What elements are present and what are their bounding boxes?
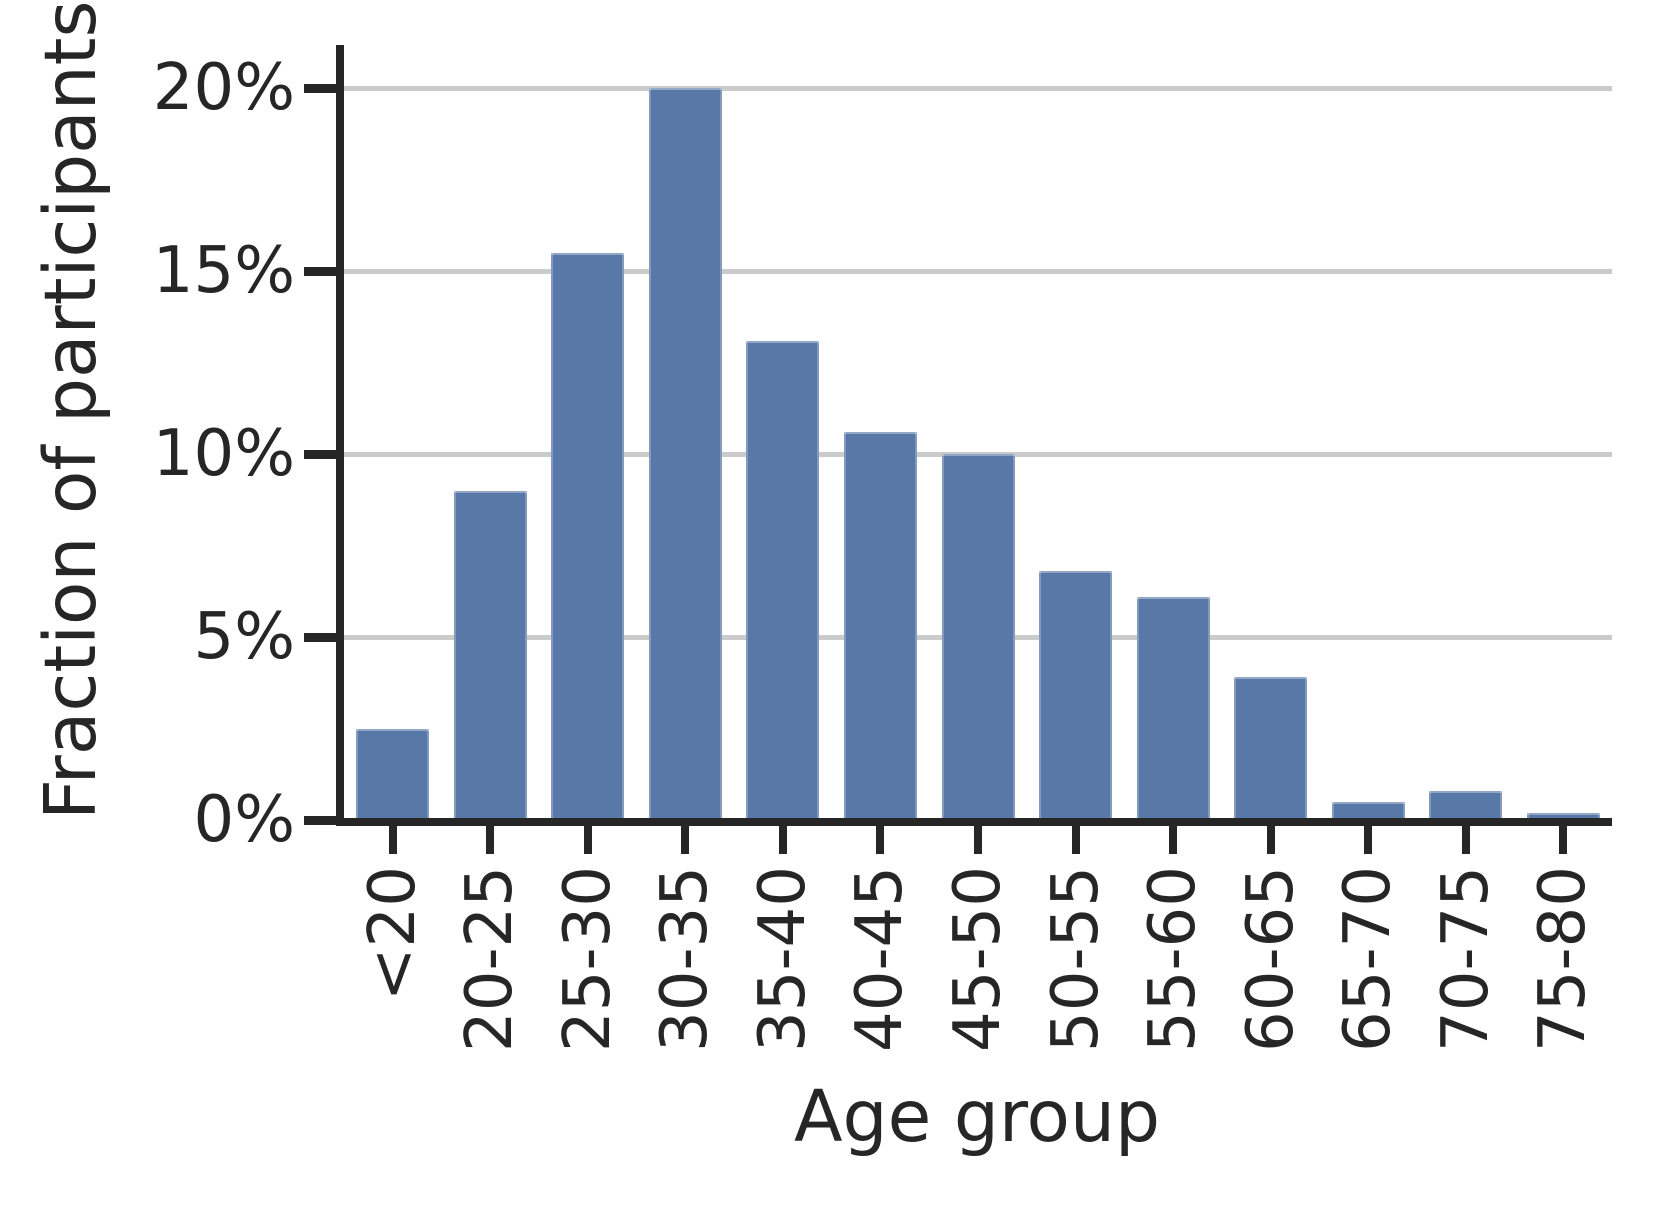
bar-20-25	[453, 490, 527, 820]
x-tick-40-45	[876, 826, 885, 854]
x-tick-35-40	[778, 826, 787, 854]
x-tick-label-20-25: 20-25	[453, 866, 528, 1052]
y-tick-20pct	[304, 83, 336, 93]
x-tick-label-45-50: 45-50	[941, 866, 1015, 1052]
x-tick-label-lt20: <20	[355, 866, 430, 1002]
x-tick-25-30	[583, 826, 592, 854]
bar-60-65	[1234, 677, 1308, 820]
bar-70-75	[1429, 790, 1503, 820]
x-tick-75-80	[1559, 826, 1568, 854]
x-tick-lt20	[388, 826, 397, 854]
bar-25-30	[551, 252, 625, 820]
x-tick-label-35-40: 35-40	[745, 866, 820, 1052]
x-tick-45-50	[974, 826, 982, 854]
x-tick-label-30-35: 30-35	[648, 866, 723, 1052]
x-tick-30-35	[681, 826, 690, 854]
y-tick-label-5pct: 5%	[193, 600, 295, 674]
x-tick-label-50-55: 50-55	[1038, 866, 1113, 1052]
bar-65-70	[1331, 801, 1405, 820]
y-tick-5pct	[304, 632, 336, 642]
bar-45-50	[941, 454, 1015, 820]
x-axis-label: Age group	[793, 1075, 1161, 1158]
y-tick-10pct	[304, 449, 336, 459]
gridline-15pct	[344, 268, 1612, 274]
y-axis-spine	[336, 45, 344, 826]
bar-55-60	[1136, 596, 1210, 820]
y-tick-label-20pct: 20%	[152, 51, 295, 125]
x-tick-label-25-30: 25-30	[550, 866, 625, 1052]
x-tick-label-40-45: 40-45	[843, 866, 918, 1052]
y-tick-label-0pct: 0%	[193, 783, 295, 857]
bar-30-35	[648, 88, 722, 820]
y-tick-label-10pct: 10%	[152, 417, 295, 491]
x-tick-20-25	[486, 826, 495, 854]
bar-lt20	[356, 728, 430, 820]
x-tick-60-65	[1266, 826, 1275, 854]
x-tick-label-75-80: 75-80	[1526, 866, 1601, 1052]
bar-40-45	[843, 432, 917, 820]
x-tick-55-60	[1169, 826, 1178, 854]
bar-75-80	[1526, 812, 1600, 820]
y-tick-label-15pct: 15%	[152, 234, 295, 308]
y-tick-0pct	[304, 815, 336, 825]
x-tick-65-70	[1364, 826, 1373, 854]
gridline-20pct	[344, 85, 1612, 91]
x-tick-label-55-60: 55-60	[1136, 866, 1211, 1052]
x-tick-50-55	[1071, 826, 1080, 854]
y-tick-15pct	[304, 266, 336, 276]
bar-35-40	[746, 340, 820, 820]
x-axis-spine	[336, 818, 1612, 826]
x-tick-70-75	[1461, 826, 1470, 854]
bar-50-55	[1039, 571, 1113, 820]
x-tick-label-70-75: 70-75	[1428, 866, 1503, 1052]
x-tick-label-65-70: 65-70	[1331, 866, 1406, 1052]
x-tick-label-60-65: 60-65	[1233, 866, 1308, 1052]
